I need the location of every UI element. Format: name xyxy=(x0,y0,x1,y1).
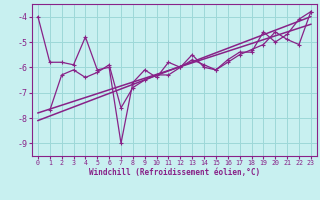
X-axis label: Windchill (Refroidissement éolien,°C): Windchill (Refroidissement éolien,°C) xyxy=(89,168,260,177)
